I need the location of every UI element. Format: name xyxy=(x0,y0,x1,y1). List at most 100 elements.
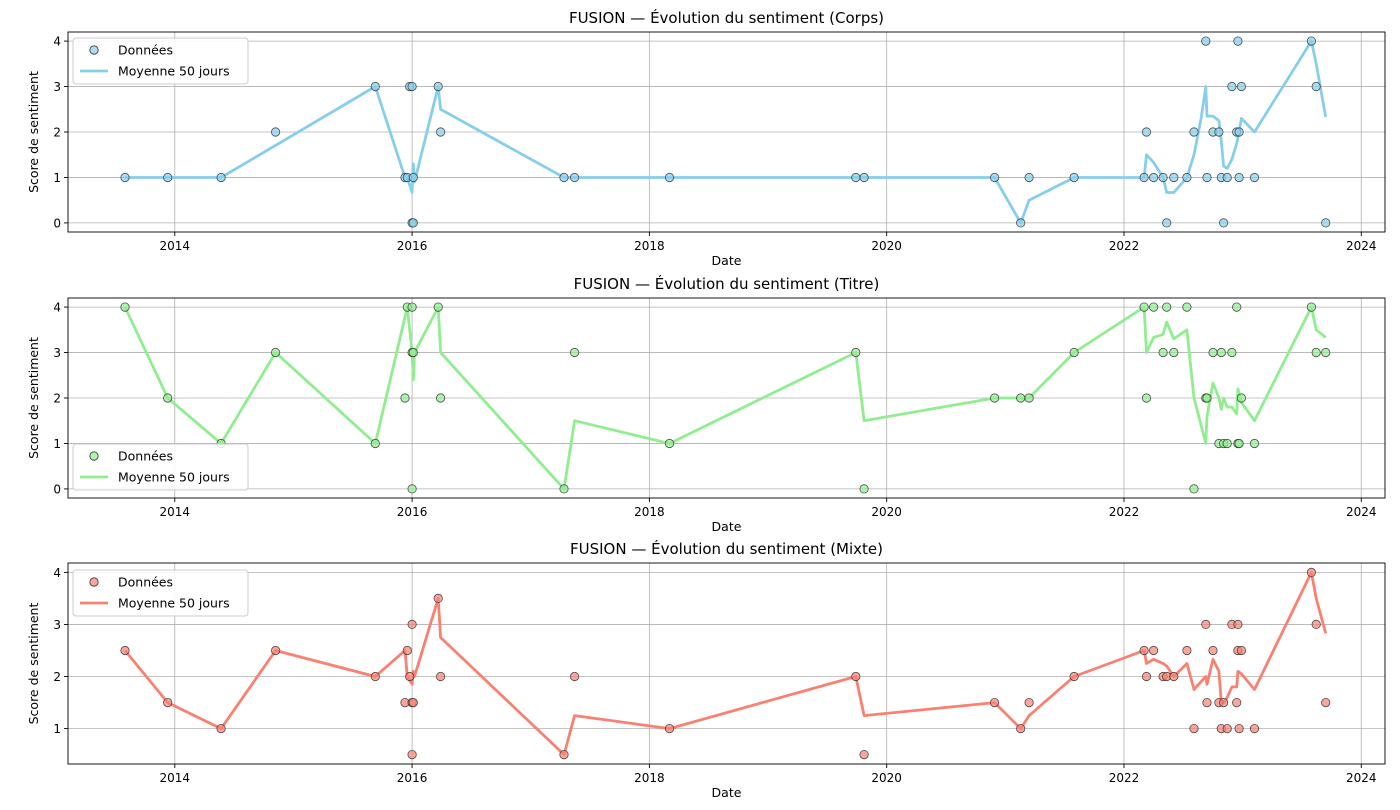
data-point xyxy=(163,393,173,403)
data-point xyxy=(1236,393,1247,403)
data-point xyxy=(1202,697,1212,708)
data-point xyxy=(407,749,417,760)
data-point xyxy=(1232,697,1242,708)
data-point xyxy=(851,347,861,358)
data-point xyxy=(163,697,173,708)
x-axis-label: Date xyxy=(712,785,742,800)
data-point xyxy=(1222,438,1232,449)
y-axis-label: Score de sentiment xyxy=(26,337,41,459)
data-point xyxy=(1149,645,1159,656)
data-point xyxy=(408,218,418,228)
data-point xyxy=(1202,393,1212,403)
legend-box xyxy=(72,569,249,617)
data-point xyxy=(851,172,861,183)
data-point xyxy=(1216,347,1226,358)
y-axis-label: Score de sentiment xyxy=(26,71,41,193)
chart-panel-1: 2014 2016 2018 2020 2022 2024 0 1 2 3 4 FUSION — Év… xyxy=(26,8,1386,268)
data-point xyxy=(407,81,417,92)
data-point xyxy=(1139,172,1149,183)
data-point xyxy=(270,645,281,656)
data-point xyxy=(1236,81,1247,92)
data-point xyxy=(859,484,869,494)
data-point xyxy=(408,697,418,708)
legend: Données Moyenne 50 jours xyxy=(72,37,249,85)
chart-title: FUSION — Évolution du sentiment (Corps) xyxy=(569,8,884,27)
data-point xyxy=(408,172,418,183)
data-point xyxy=(859,172,869,183)
data-point xyxy=(408,347,418,358)
data-point xyxy=(559,484,569,494)
data-point xyxy=(216,172,226,183)
data-point xyxy=(1236,645,1247,656)
x-tick-label: 2022 xyxy=(1109,505,1140,519)
data-point xyxy=(1141,393,1152,403)
data-point xyxy=(370,81,380,92)
x-tick-label: 2018 xyxy=(634,239,665,253)
legend-label-data: Données xyxy=(118,43,173,58)
data-point xyxy=(1249,172,1260,183)
x-tick-label: 2018 xyxy=(634,505,665,519)
y-tick-label: 4 xyxy=(53,301,61,315)
data-point xyxy=(1222,172,1232,183)
data-point xyxy=(1149,302,1159,312)
y-tick-label: 2 xyxy=(53,670,61,684)
data-point xyxy=(989,697,1000,708)
data-point xyxy=(270,127,281,137)
data-point xyxy=(1306,36,1317,46)
data-point xyxy=(1169,671,1179,682)
y-tick-label: 0 xyxy=(53,482,61,496)
data-point xyxy=(1162,218,1172,228)
data-point xyxy=(1016,393,1026,403)
data-point xyxy=(859,749,869,760)
data-point xyxy=(1202,172,1212,183)
data-point xyxy=(1227,347,1237,358)
data-point xyxy=(1158,172,1168,183)
data-point xyxy=(400,393,410,403)
moving-average-line xyxy=(123,305,1327,491)
x-tick-label: 2024 xyxy=(1346,505,1377,519)
data-point xyxy=(1158,347,1168,358)
moving-average-line xyxy=(123,571,1328,756)
legend-label-average: Moyenne 50 jours xyxy=(118,64,230,79)
x-tick-label: 2014 xyxy=(160,771,191,785)
x-tick-label: 2020 xyxy=(871,505,902,519)
data-point xyxy=(1182,172,1192,183)
data-point xyxy=(1321,347,1331,358)
data-point xyxy=(1169,347,1179,358)
data-point xyxy=(1201,36,1211,46)
data-point xyxy=(402,645,412,656)
x-tick-label: 2020 xyxy=(871,239,902,253)
data-point xyxy=(1139,645,1149,656)
legend-box xyxy=(72,37,249,85)
data-point xyxy=(1182,302,1192,312)
data-point xyxy=(1234,438,1244,449)
data-point xyxy=(435,393,446,403)
y-tick-label: 3 xyxy=(53,346,61,360)
data-point xyxy=(1233,36,1243,46)
y-tick-label: 0 xyxy=(53,216,61,230)
legend-box xyxy=(72,443,249,491)
x-axis-label: Date xyxy=(712,253,742,268)
data-point xyxy=(370,671,380,682)
y-tick-label: 1 xyxy=(53,437,61,451)
data-point xyxy=(851,671,861,682)
data-point xyxy=(407,619,417,630)
data-point xyxy=(1208,645,1218,656)
x-tick-label: 2024 xyxy=(1346,771,1377,785)
data-point xyxy=(1233,619,1243,630)
data-point xyxy=(1024,697,1034,708)
data-point xyxy=(1208,347,1218,358)
data-point xyxy=(1139,302,1149,312)
data-point xyxy=(989,393,1000,403)
data-point xyxy=(435,127,446,137)
data-point xyxy=(1069,172,1079,183)
y-tick-label: 1 xyxy=(53,722,61,736)
data-point xyxy=(664,723,675,734)
data-point xyxy=(569,671,580,682)
data-point xyxy=(1201,619,1211,630)
legend-marker-icon xyxy=(89,451,99,461)
data-point xyxy=(1069,347,1079,358)
data-point xyxy=(1169,172,1179,183)
data-point xyxy=(1311,81,1321,92)
data-point xyxy=(1069,671,1079,682)
